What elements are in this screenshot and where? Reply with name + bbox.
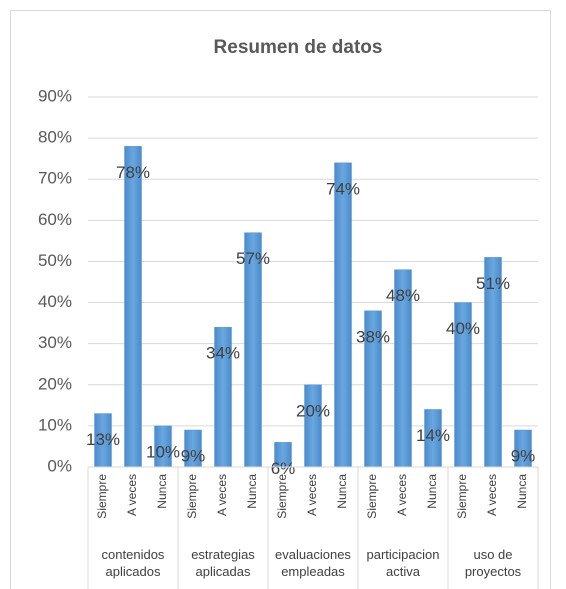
data-label: 57%: [236, 249, 270, 268]
group-label: contenidos aplicados: [101, 547, 165, 579]
data-label: 38%: [356, 327, 390, 346]
data-label: 51%: [476, 274, 510, 293]
data-label: 10%: [146, 442, 180, 461]
x-tick-label: Nunca: [245, 474, 259, 509]
data-label: 78%: [116, 163, 150, 182]
bar: [124, 146, 142, 468]
group-label: uso de proyectos: [464, 547, 522, 579]
y-tick-label: 90%: [38, 86, 72, 105]
data-label: 9%: [181, 446, 206, 465]
y-tick-label: 0%: [47, 456, 72, 475]
chart-title: Resumen de datos: [214, 37, 383, 58]
x-tick-label: A veces: [125, 474, 139, 516]
x-tick-label: Nunca: [425, 474, 439, 509]
bar: [334, 162, 352, 468]
x-tick-label: Siempre: [455, 474, 469, 519]
data-label: 40%: [446, 319, 480, 338]
x-tick-label: Siempre: [95, 474, 109, 519]
data-label: 20%: [296, 401, 330, 420]
group-label: participacion activa: [366, 547, 440, 579]
x-tick-label: A veces: [485, 474, 499, 516]
frame-border: [10, 10, 551, 589]
data-label: 13%: [86, 430, 120, 449]
data-label: 74%: [326, 179, 360, 198]
y-tick-label: 60%: [38, 210, 72, 229]
x-tick-label: A veces: [215, 474, 229, 516]
data-label: 34%: [206, 344, 240, 363]
y-tick-label: 30%: [38, 333, 72, 352]
x-tick-label: Siempre: [275, 474, 289, 519]
y-tick-label: 20%: [38, 374, 72, 393]
y-tick-label: 80%: [38, 128, 72, 147]
x-tick-label: Nunca: [155, 474, 169, 509]
y-tick-label: 50%: [38, 251, 72, 270]
data-label: 9%: [511, 446, 536, 465]
x-tick-label: Nunca: [335, 474, 349, 509]
x-tick-label: Siempre: [185, 474, 199, 519]
group-label: estrategias aplicadas: [191, 547, 255, 579]
group-label: evaluaciones empleadas: [275, 547, 351, 579]
data-label: 14%: [416, 426, 450, 445]
x-tick-label: A veces: [395, 474, 409, 516]
x-tick-label: Siempre: [365, 474, 379, 519]
y-tick-label: 40%: [38, 292, 72, 311]
data-label: 6%: [271, 459, 296, 478]
bar: [304, 384, 322, 468]
data-label: 48%: [386, 286, 420, 305]
y-tick-label: 70%: [38, 169, 72, 188]
y-tick-label: 10%: [38, 415, 72, 434]
x-tick-label: Nunca: [515, 474, 529, 509]
x-tick-label: A veces: [305, 474, 319, 516]
